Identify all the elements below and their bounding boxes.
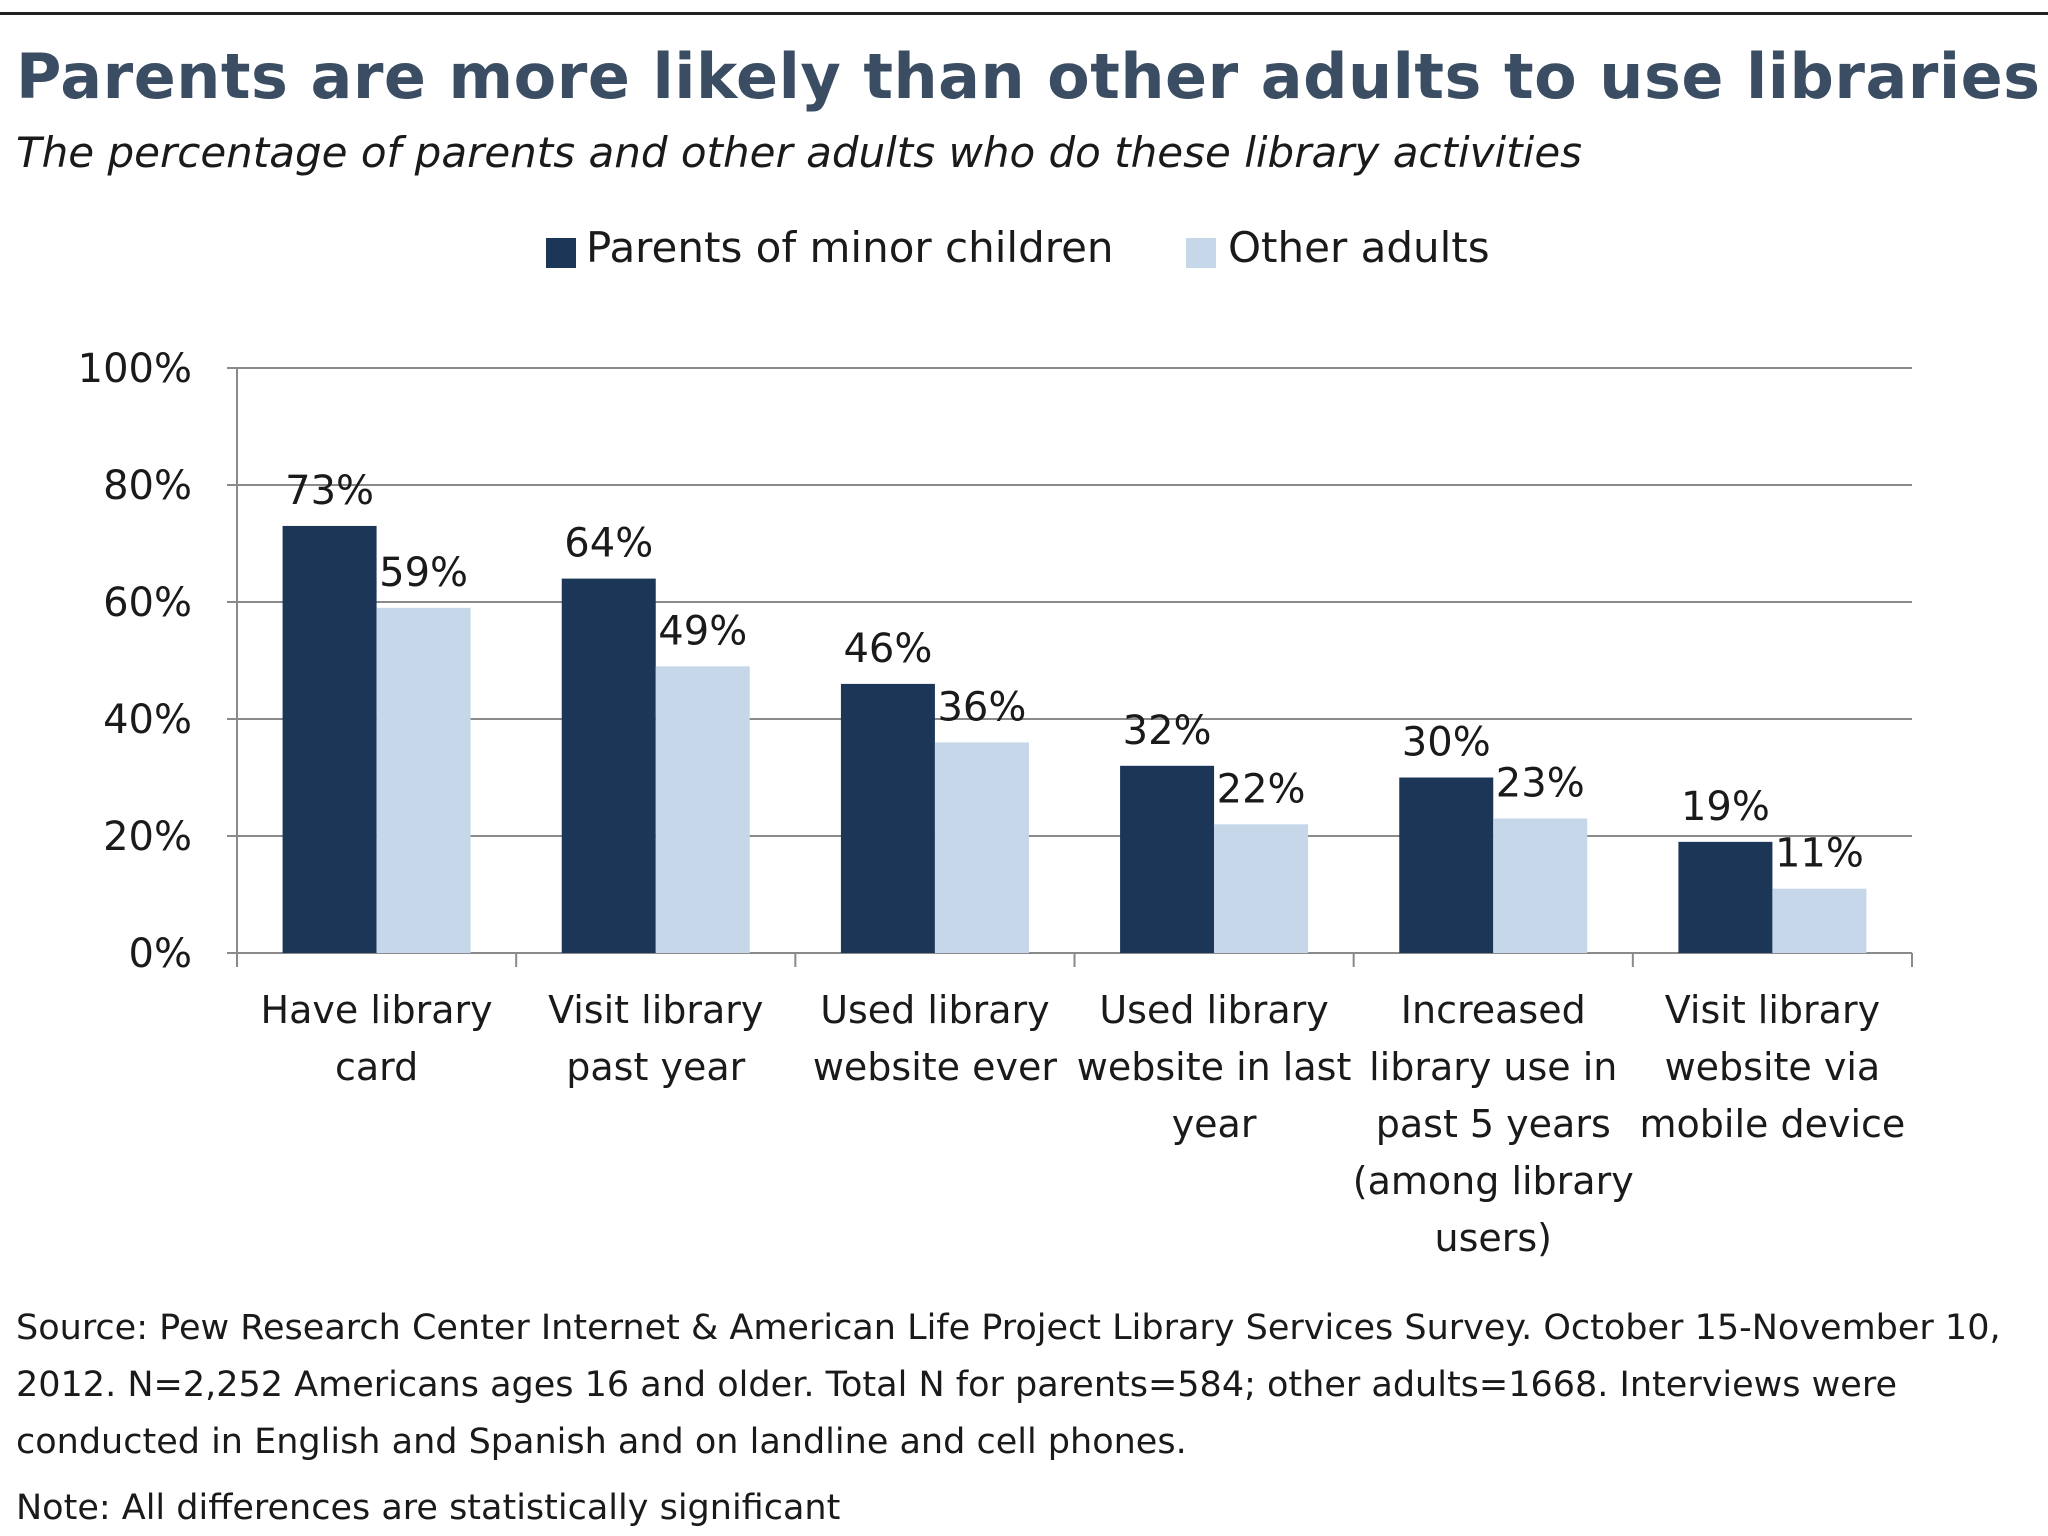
y-tick-label: 60% (103, 580, 192, 626)
bar-parents (1399, 777, 1494, 953)
x-category-label: Visit library (548, 988, 763, 1032)
x-category-label: card (335, 1045, 418, 1089)
data-label-parents: 30% (1402, 720, 1491, 766)
x-category-label: Used library (820, 988, 1049, 1032)
y-tick-label: 40% (103, 697, 192, 743)
x-category-label: Used library (1099, 988, 1328, 1032)
x-category-label: past year (566, 1045, 745, 1089)
legend-label-other-adults: Other adults (1228, 223, 1490, 272)
x-category-label: (among library (1353, 1159, 1634, 1203)
x-category-label: Visit library (1665, 988, 1880, 1032)
bar-parents (1678, 841, 1773, 953)
bar-other-adults (655, 666, 750, 953)
x-category-label: website in last (1077, 1045, 1352, 1089)
x-category-label: mobile device (1640, 1102, 1906, 1146)
x-category-label: Have library (261, 988, 493, 1032)
data-label-other-adults: 11% (1775, 831, 1864, 877)
legend-label-parents: Parents of minor children (586, 223, 1114, 272)
significance-note: Note: All differences are statistically … (16, 1488, 841, 1528)
data-label-other-adults: 36% (937, 684, 1026, 730)
data-label-other-adults: 23% (1496, 760, 1585, 806)
bar-chart: Parents of minor children Other adults 0% 2… (78, 223, 1913, 1260)
x-category-label: users) (1434, 1216, 1552, 1260)
bar-other-adults (1214, 824, 1309, 953)
bar-parents (840, 683, 935, 953)
bar-other-adults (934, 742, 1029, 953)
x-category-label: website via (1665, 1045, 1881, 1089)
data-label-parents: 46% (843, 626, 932, 672)
bar-other-adults (1772, 888, 1867, 953)
data-label-parents: 73% (285, 468, 374, 514)
chart-title: Parents are more likely than other adult… (16, 40, 2041, 113)
data-label-other-adults: 22% (1217, 766, 1306, 812)
data-label-parents: 64% (564, 521, 653, 567)
bar-parents (561, 578, 656, 953)
source-note: Source: Pew Research Center Internet & A… (16, 1308, 2001, 1462)
y-tick-label: 80% (103, 463, 192, 509)
data-label-other-adults: 59% (379, 550, 468, 596)
y-tick-label: 100% (78, 346, 192, 392)
legend-swatch-parents (546, 238, 576, 268)
bar-parents (1120, 765, 1215, 953)
bar-other-adults (1493, 818, 1588, 953)
y-tick-label: 0% (129, 931, 192, 977)
bar-other-adults (376, 607, 471, 953)
data-label-parents: 19% (1681, 784, 1770, 830)
top-rule (0, 12, 2048, 15)
x-category-label: Increased (1401, 988, 1586, 1032)
x-category-label: library use in (1369, 1045, 1617, 1089)
bar-parents (282, 525, 377, 953)
x-category-label: website ever (813, 1045, 1058, 1089)
x-category-label: year (1172, 1102, 1257, 1146)
chart-subtitle: The percentage of parents and other adul… (16, 128, 1583, 177)
data-label-parents: 32% (1123, 708, 1212, 754)
x-category-label: past 5 years (1376, 1102, 1611, 1146)
y-tick-label: 20% (103, 814, 192, 860)
data-label-other-adults: 49% (658, 608, 747, 654)
legend-swatch-other-adults (1186, 238, 1216, 268)
